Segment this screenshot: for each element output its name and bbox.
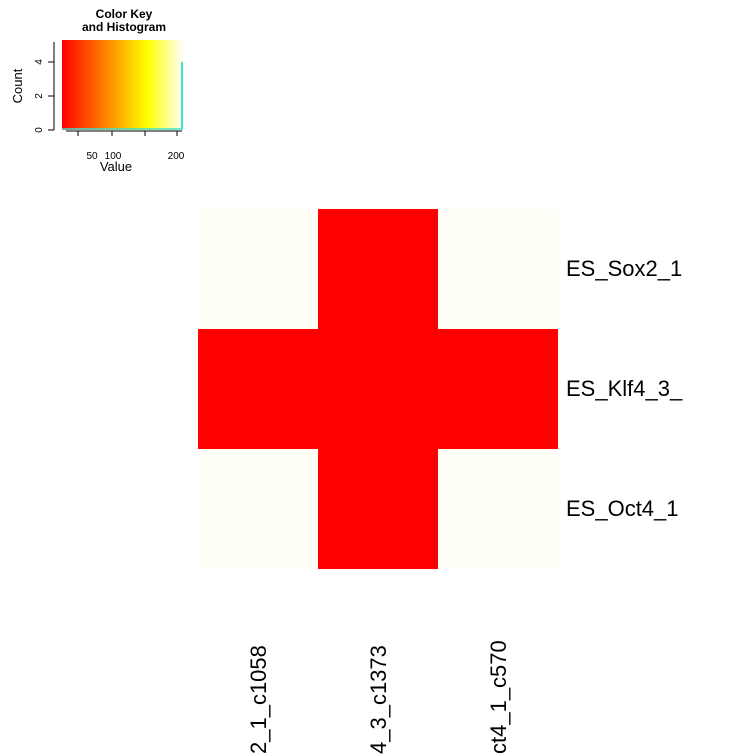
heatmap-cell-2-2 — [438, 449, 558, 569]
heatmap-cells — [198, 209, 558, 569]
key-y-tick-label-0: 0 — [34, 127, 45, 133]
column-label-0: 2_1_c1058 — [246, 645, 271, 754]
column-label-2: ct4_1_c570 — [486, 640, 511, 754]
row-label-2: ES_Oct4_1 — [566, 496, 679, 521]
key-y-label: Count — [10, 68, 25, 103]
heatmap-cell-2-1 — [318, 449, 438, 569]
heatmap-cell-2-0 — [198, 449, 318, 569]
color-key-title: Color Key and Histogram — [64, 8, 184, 34]
heatmap-cell-1-2 — [438, 329, 558, 449]
key-x-tick-label-200: 200 — [168, 151, 185, 162]
key-y-tick-label-2: 2 — [34, 93, 45, 99]
color-key-title-line2: and Histogram — [81, 20, 166, 34]
heatmap-cell-1-0 — [198, 329, 318, 449]
heatmap-cell-1-1 — [318, 329, 438, 449]
key-x-label: Value — [100, 159, 132, 174]
column-label-1: 4_3_c1373 — [366, 645, 391, 754]
row-label-1: ES_Klf4_3_ — [566, 376, 683, 401]
heatmap-cell-0-1 — [318, 209, 438, 329]
key-x-tick-label-50: 50 — [86, 151, 98, 162]
row-label-0: ES_Sox2_1 — [566, 256, 683, 281]
heatmap-cell-0-0 — [198, 209, 318, 329]
color-key-title-line1: Color Key — [95, 7, 153, 21]
key-x-tick-label-100: 100 — [105, 151, 122, 162]
heatmap-cell-0-2 — [438, 209, 558, 329]
key-y-tick-label-4: 4 — [34, 59, 45, 65]
color-key-gradient — [62, 40, 184, 130]
